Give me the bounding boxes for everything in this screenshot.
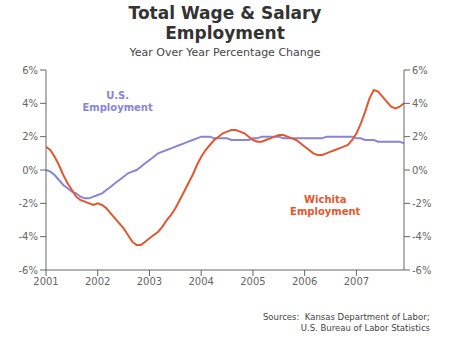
- svg-text:-4%: -4%: [19, 231, 38, 242]
- html-text:Total Wage & Salary Employment: Total Wage & Salary Employment: [128, 3, 322, 43]
- svg-text:2004: 2004: [188, 276, 213, 287]
- svg-text:-6%: -6%: [412, 265, 431, 276]
- svg-text:2001: 2001: [33, 276, 58, 287]
- svg-text:2%: 2%: [412, 131, 428, 142]
- svg-text:2003: 2003: [137, 276, 162, 287]
- svg-text:2007: 2007: [344, 276, 369, 287]
- svg-text:0%: 0%: [22, 165, 38, 176]
- svg-text:2002: 2002: [85, 276, 110, 287]
- html-text:Wichita Employment: Wichita Employment: [290, 194, 361, 217]
- svg-text:6%: 6%: [22, 65, 38, 76]
- svg-text:2%: 2%: [22, 131, 38, 142]
- svg-text:-2%: -2%: [412, 198, 431, 209]
- svg-text:4%: 4%: [22, 98, 38, 109]
- svg-text:6%: 6%: [412, 65, 428, 76]
- html-text:Year Over Year Percentage Chan: Year Over Year Percentage Change: [129, 46, 321, 59]
- svg-text:-4%: -4%: [412, 231, 431, 242]
- svg-text:-2%: -2%: [19, 198, 38, 209]
- svg-text:-6%: -6%: [19, 265, 38, 276]
- svg-text:2006: 2006: [292, 276, 317, 287]
- svg-text:0%: 0%: [412, 165, 428, 176]
- svg-text:2005: 2005: [240, 276, 265, 287]
- html-text:U.S. Employment: U.S. Employment: [82, 90, 153, 113]
- svg-text:4%: 4%: [412, 98, 428, 109]
- html-text:Sources: Kansas Department of: Sources: Kansas Department of Labor; U.S…: [262, 312, 430, 333]
